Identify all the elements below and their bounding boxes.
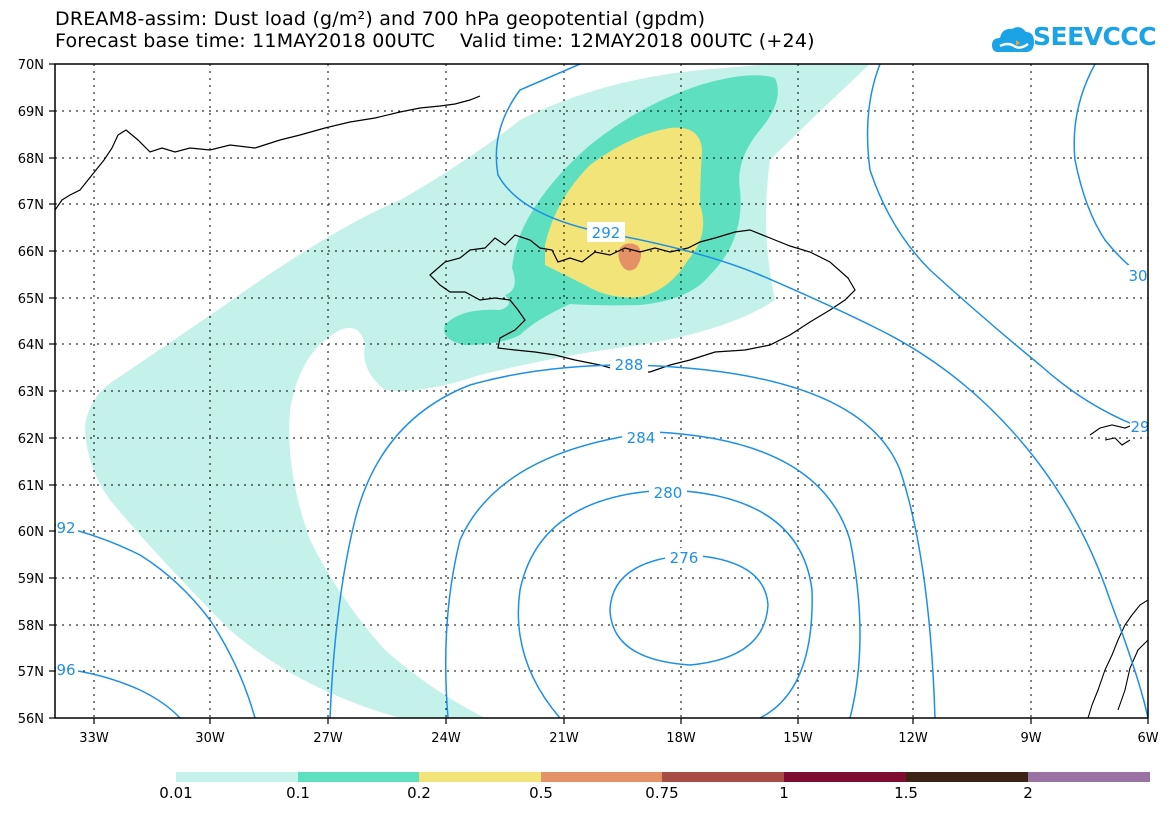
scotland-coastline — [1087, 599, 1148, 718]
contour-280 — [517, 489, 813, 718]
colorbar-swatch-0 — [176, 772, 298, 782]
lat-label-63n: 63N — [18, 385, 44, 400]
lon-label-9w: 9W — [1020, 731, 1041, 746]
contour-276 — [609, 554, 769, 666]
lon-label-27w: 27W — [313, 731, 343, 746]
lat-label-58n: 58N — [18, 619, 44, 634]
colorbar-label-2: 2 — [1023, 784, 1033, 802]
contour-label-92: 92 — [56, 519, 75, 537]
seevccc-cloud-logo-icon — [992, 27, 1034, 52]
colorbar-label-0-5: 0.5 — [529, 784, 553, 802]
lon-label-15w: 15W — [783, 731, 813, 746]
colorbar-swatch-6 — [906, 772, 1028, 782]
colorbar-label-0-1: 0.1 — [286, 784, 310, 802]
lat-label-59n: 59N — [18, 572, 44, 587]
contour-label-288: 288 — [615, 356, 644, 374]
contour-label-276: 276 — [670, 549, 699, 567]
contour-label-292: 292 — [592, 224, 621, 242]
colorbar-label-0-2: 0.2 — [407, 784, 431, 802]
lat-label-60n: 60N — [18, 525, 44, 540]
contour-label-96: 96 — [56, 661, 75, 679]
logo-text: SEEVCCC — [1033, 22, 1157, 51]
lat-label-57n: 57N — [18, 665, 44, 680]
contour-label-29: 29 — [1130, 418, 1149, 436]
lat-label-64n: 64N — [18, 338, 44, 353]
lon-label-33w: 33W — [79, 731, 109, 746]
lon-label-18w: 18W — [666, 731, 696, 746]
lat-label-69n: 69N — [18, 105, 44, 120]
colorbar-swatch-2 — [419, 772, 541, 782]
colorbar — [176, 772, 1150, 782]
lon-label-6w: 6W — [1137, 731, 1158, 746]
gridlines — [55, 64, 1148, 718]
contour-288 — [329, 364, 936, 718]
contour-292 — [495, 64, 1148, 718]
lat-label-65n: 65N — [18, 292, 44, 307]
chart-subtitle: Forecast base time: 11MAY2018 00UTC Vali… — [55, 30, 815, 52]
dust-region-0-2 — [545, 127, 704, 298]
lat-label-61n: 61N — [18, 479, 44, 494]
colorbar-swatch-1 — [298, 772, 419, 782]
contour-label-284: 284 — [627, 429, 656, 447]
contour-296-west — [55, 667, 181, 718]
contour-296-east — [866, 64, 1148, 431]
lat-label-62n: 62N — [18, 432, 44, 447]
lon-label-30w: 30W — [195, 731, 225, 746]
contour-label-30: 30 — [1128, 267, 1147, 285]
colorbar-swatch-3 — [541, 772, 662, 782]
lon-label-24w: 24W — [431, 731, 461, 746]
lat-label-66n: 66N — [18, 245, 44, 260]
chart-title: DREAM8-assim: Dust load (g/m²) and 700 h… — [55, 8, 706, 30]
colorbar-label-0-01: 0.01 — [159, 784, 193, 802]
iceland-coastline — [429, 229, 856, 373]
lat-label-56n: 56N — [18, 712, 44, 727]
contour-292-west — [55, 524, 256, 718]
lat-label-68n: 68N — [18, 152, 44, 167]
colorbar-swatch-5 — [784, 772, 906, 782]
colorbar-label-1-5: 1.5 — [894, 784, 918, 802]
lat-label-70n: 70N — [18, 58, 44, 73]
contour-300-east — [1073, 64, 1148, 281]
contour-label-280: 280 — [654, 484, 683, 502]
colorbar-swatch-7 — [1028, 772, 1150, 782]
contour-284 — [444, 431, 861, 718]
lon-label-21w: 21W — [549, 731, 579, 746]
lon-label-12w: 12W — [898, 731, 928, 746]
lat-label-67n: 67N — [18, 198, 44, 213]
colorbar-label-1: 1 — [779, 784, 789, 802]
colorbar-swatch-4 — [662, 772, 784, 782]
tick-marks — [49, 63, 1149, 724]
colorbar-label-0-75: 0.75 — [645, 784, 679, 802]
